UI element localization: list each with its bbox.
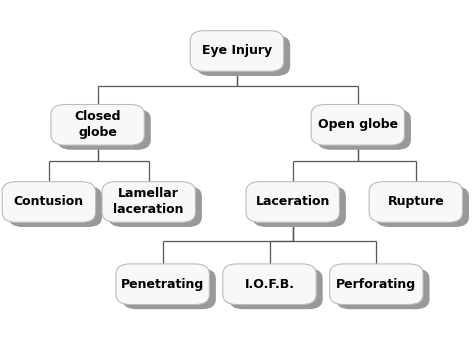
- FancyBboxPatch shape: [246, 182, 339, 222]
- Text: Open globe: Open globe: [318, 118, 398, 131]
- FancyBboxPatch shape: [223, 264, 316, 305]
- FancyBboxPatch shape: [311, 105, 404, 145]
- FancyBboxPatch shape: [122, 268, 216, 309]
- FancyBboxPatch shape: [376, 186, 469, 227]
- Text: Rupture: Rupture: [387, 196, 444, 208]
- FancyBboxPatch shape: [369, 182, 463, 222]
- FancyBboxPatch shape: [191, 31, 283, 71]
- FancyBboxPatch shape: [102, 182, 195, 222]
- Text: Lamellar
laceration: Lamellar laceration: [113, 187, 184, 216]
- Text: Eye Injury: Eye Injury: [202, 45, 272, 57]
- FancyBboxPatch shape: [229, 268, 323, 309]
- Text: Contusion: Contusion: [14, 196, 84, 208]
- FancyBboxPatch shape: [51, 105, 144, 145]
- FancyBboxPatch shape: [330, 264, 423, 305]
- Text: Closed
globe: Closed globe: [74, 110, 121, 139]
- Text: Perforating: Perforating: [336, 278, 417, 291]
- FancyBboxPatch shape: [116, 264, 210, 305]
- Text: I.O.F.B.: I.O.F.B.: [245, 278, 294, 291]
- FancyBboxPatch shape: [9, 186, 102, 227]
- FancyBboxPatch shape: [2, 182, 96, 222]
- FancyBboxPatch shape: [318, 109, 411, 150]
- FancyBboxPatch shape: [336, 268, 429, 309]
- Text: Penetrating: Penetrating: [121, 278, 204, 291]
- FancyBboxPatch shape: [109, 186, 202, 227]
- FancyBboxPatch shape: [197, 35, 290, 76]
- Text: Laceration: Laceration: [255, 196, 330, 208]
- FancyBboxPatch shape: [253, 186, 346, 227]
- FancyBboxPatch shape: [57, 109, 151, 150]
